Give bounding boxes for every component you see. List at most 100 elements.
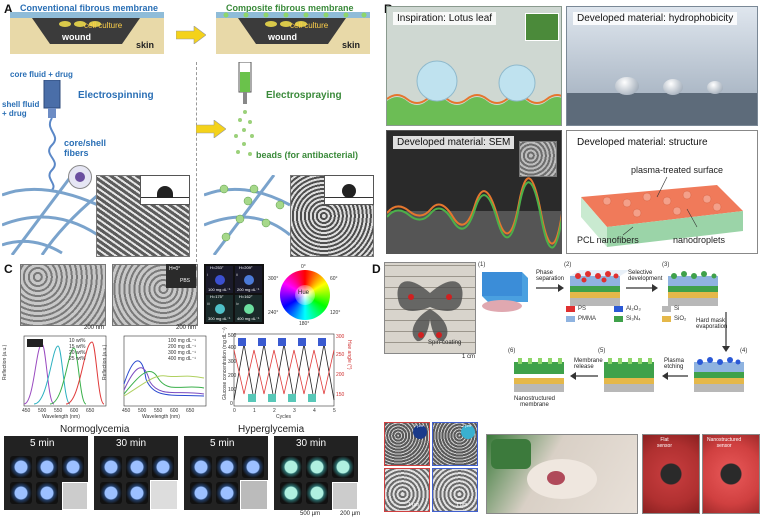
core-shell-fibers-label: core/shell fibers (64, 138, 107, 158)
reflection-chart-2 (123, 335, 207, 407)
chart3-y2label: Hue angle (°) (346, 340, 352, 370)
chart1-legend-0: 10 wt% (69, 338, 86, 344)
divider (196, 62, 197, 262)
hyperglycemia-label: Hyperglycemia (238, 424, 305, 435)
chart1-xtick-3: 600 (70, 408, 79, 414)
hue-tile-2 (235, 266, 262, 293)
chart1-xlabel: Wavelength (nm) (42, 414, 80, 420)
hue-tile-4 (235, 295, 262, 322)
composite-membrane-label: Composite fibrous membrane (226, 3, 354, 13)
rabbit-eye-photo (486, 434, 638, 514)
inset-pbs: PBS (180, 278, 191, 284)
hue-tile-2-h: H=209° (239, 265, 253, 270)
hue-tile-1 (206, 266, 233, 293)
panel-letter-a: A (4, 2, 13, 16)
beads-label: beads (for antibacterial) (256, 150, 359, 160)
wheel-tick-60: 60° (330, 276, 338, 282)
step-5: (5) (598, 348, 606, 354)
hydrophobicity-tile: Developed material: hydrophobicity (566, 6, 758, 126)
scale-bar-1: 200 nm (84, 325, 105, 331)
fabrication-process-diagram (482, 270, 744, 392)
hue-tile-1-h: H=253° (210, 265, 224, 270)
legend-swatch-ps (566, 306, 575, 312)
legend-ps: PS (578, 306, 587, 312)
hue-tile-3-n: iii (207, 301, 210, 306)
step-3: (3) (662, 262, 670, 268)
flat-sensor-label: Flat sensor (657, 437, 673, 449)
core-fluid-label: core fluid + drug (10, 70, 73, 79)
hue-tile-1-conc: 100 mg dL⁻¹ (208, 287, 231, 292)
contact-angle-inset-left (140, 175, 190, 205)
spin-coating-label: Spin-coating (428, 340, 462, 346)
electrospraying-syringe-icon (234, 62, 254, 156)
shell-fluid-label: shell fluid + drug (2, 100, 40, 118)
skin-diagram-conventional (10, 12, 164, 54)
chart3-xtick-1: 1 (253, 408, 256, 414)
cycling-chart (233, 333, 335, 407)
hue-tile-2-conc: 200 mg dL⁻¹ (237, 287, 260, 292)
wheel-tick-240: 240° (268, 310, 279, 316)
sem-scale-4: 1 µm (456, 502, 468, 508)
sem-tile-title: Developed material: SEM (393, 136, 515, 149)
skin-diagram-composite (216, 12, 370, 54)
chart3-xtick-0: 0 (233, 408, 236, 414)
normoglycemia-label: Normoglycemia (60, 424, 130, 435)
normo-5min-label: 5 min (30, 438, 55, 449)
hyper-5min-label: 5 min (210, 438, 235, 449)
wheel-tick-180: 180° (299, 321, 310, 327)
plasma-surface-label: plasma-treated surface (631, 165, 724, 175)
fiber-cross-section-inset (68, 165, 92, 189)
arrow-right-icon-2 (196, 120, 226, 138)
butterfly-membrane-photo (384, 262, 476, 354)
chart3-ytick-5: 500 (228, 333, 237, 339)
sem-scale-3: 1 µm (408, 502, 420, 508)
legend-si3n4: Si₃N₄ (626, 316, 641, 322)
step-2: (2) (564, 262, 572, 268)
sem-d-4 (432, 468, 478, 512)
chart3-xtick-3: 3 (293, 408, 296, 414)
chart2-xlabel: Wavelength (nm) (142, 414, 180, 420)
chart3-y2tick-1: 200 (336, 372, 345, 378)
sem-photonic-1 (20, 264, 106, 326)
photo-hyper-5min: 5 min (184, 436, 268, 510)
lotus-leaf-tile: Inspiration: Lotus leaf (386, 6, 562, 126)
beaded-fiber-illustration (204, 175, 290, 255)
legend-al2o3: Al₂O₃ (626, 306, 641, 312)
phase-separation-label: Phase separation (536, 270, 565, 282)
chart3-y2tick-3: 300 (336, 334, 345, 340)
photo-scale-bar: 1 cm (462, 354, 476, 360)
chart3-xtick-2: 2 (273, 408, 276, 414)
hue-wheel-label: Hue (298, 290, 310, 296)
chart3-ytick-2: 200 (228, 373, 237, 379)
chart2-legend-3: 400 mg dL⁻¹ (168, 356, 196, 362)
sem-d-3 (384, 468, 430, 512)
nanostructured-sensor-label: Nanostructured sensor (707, 437, 742, 449)
chart2-xtick-2: 550 (154, 408, 163, 414)
sem-d-2 (432, 422, 478, 466)
cell-culture-label-1: cell culture (84, 21, 123, 30)
lotus-photo-inset (525, 13, 559, 41)
sem-scale-1: 2 µm (414, 423, 423, 428)
chart3-xlabel: Cycles (276, 414, 292, 420)
conventional-membrane-label: Conventional fibrous membrane (20, 3, 159, 13)
step-6: (6) (508, 348, 516, 354)
sem-tile: Developed material: SEM (386, 130, 562, 254)
chart3-xtick-4: 4 (313, 408, 316, 414)
sem-scale-2: 2 µm (462, 423, 471, 428)
step-4: (4) (740, 348, 748, 354)
lotus-tile-title: Inspiration: Lotus leaf (393, 12, 497, 25)
structure-tile-title: Developed material: structure (573, 136, 712, 149)
hue-tile-3-conc: 300 mg dL⁻¹ (208, 316, 231, 321)
legend-swatch-pmma (566, 316, 575, 322)
nanodroplets-label: nanodroplets (673, 235, 726, 245)
scale-bar-200um: 200 µm (340, 511, 361, 517)
chart1-xtick-1: 500 (38, 408, 47, 414)
fiber-mesh-illustration (2, 175, 98, 255)
legend-swatch-si3n4 (614, 316, 623, 322)
electrospinning-label: Electrospinning (78, 90, 154, 101)
structure-tile: Developed material: structure plasma-tre… (566, 130, 758, 254)
pbs-inset: H=0° PBS (166, 264, 196, 288)
contact-angle-inset-right (324, 175, 374, 205)
chart3-y2tick-0: 150 (336, 392, 345, 398)
chart2-xtick-1: 500 (138, 408, 147, 414)
